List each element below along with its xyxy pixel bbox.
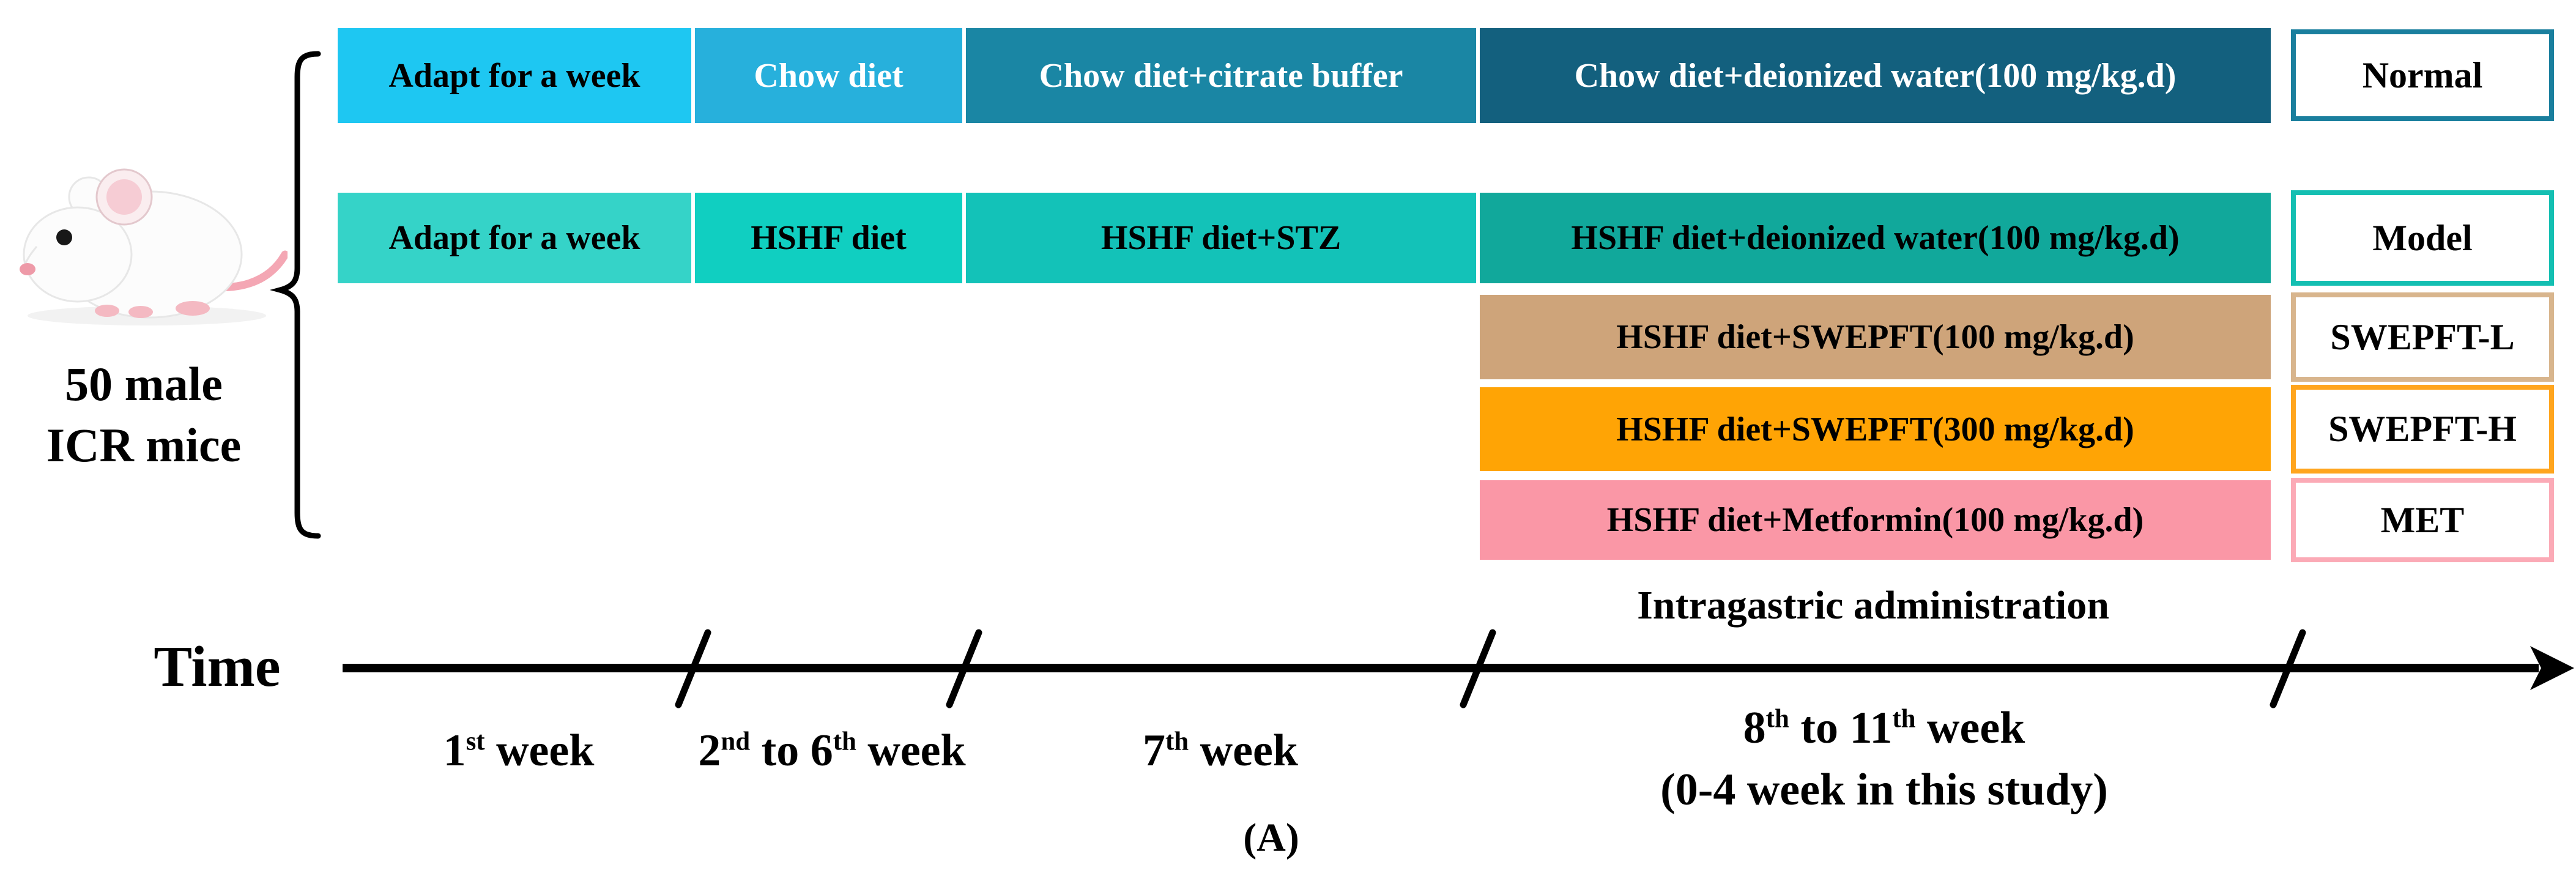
bar-normal-citrate: Chow diet+citrate buffer (966, 28, 1476, 123)
bar-normal-adapt: Adapt for a week (338, 28, 691, 123)
phase-label-week8-11-text: 8th to 11th week (1743, 703, 2025, 753)
phase-label-week8-11-subtext: (0-4 week in this study) (1660, 765, 2108, 815)
bar-normal-water: Chow diet+deionized water(100 mg/kg.d) (1480, 28, 2271, 123)
group-box-met: MET (2291, 478, 2554, 562)
phase-label-week7: 7th week (1143, 725, 1298, 777)
subject-count: 50 male (65, 357, 223, 410)
group-box-swepft-h: SWEPFT-H (2291, 385, 2554, 474)
bar-model-stz: HSHF diet+STZ (966, 193, 1476, 283)
intragastric-administration-label: Intragastric administration (1637, 583, 2109, 628)
time-axis-arrow (343, 629, 2574, 708)
phase-label-week8-11: 8th to 11th week (0-4 week in this study… (1660, 702, 2108, 816)
bar-metformin: HSHF diet+Metformin(100 mg/kg.d) (1480, 480, 2271, 560)
bar-model-water: HSHF diet+deionized water(100 mg/kg.d) (1480, 193, 2271, 283)
phase-label-week1: 1st week (444, 725, 595, 777)
group-box-normal: Normal (2291, 29, 2554, 121)
bar-model-hshf: HSHF diet (695, 193, 962, 283)
subject-label: 50 male ICR mice (12, 354, 275, 476)
time-axis-label: Time (154, 635, 281, 699)
bar-swepft-high: HSHF diet+SWEPFT(300 mg/kg.d) (1480, 387, 2271, 471)
group-box-model: Model (2291, 190, 2554, 286)
phase-label-week2-6-text: 2nd to 6th week (698, 726, 966, 776)
phase-label-week1-text: 1st week (443, 726, 595, 776)
mouse-icon (20, 168, 288, 325)
phase-label-week2-6: 2nd to 6th week (698, 725, 965, 777)
bar-swepft-low: HSHF diet+SWEPFT(100 mg/kg.d) (1480, 295, 2271, 379)
bar-model-adapt: Adapt for a week (338, 193, 691, 283)
bar-normal-chow: Chow diet (695, 28, 962, 123)
panel-caption: (A) (1243, 815, 1299, 860)
phase-label-week7-text: 7th week (1143, 726, 1298, 776)
group-box-swepft-l: SWEPFT-L (2291, 292, 2554, 382)
subject-strain: ICR mice (46, 418, 242, 472)
group-brace (269, 51, 321, 539)
